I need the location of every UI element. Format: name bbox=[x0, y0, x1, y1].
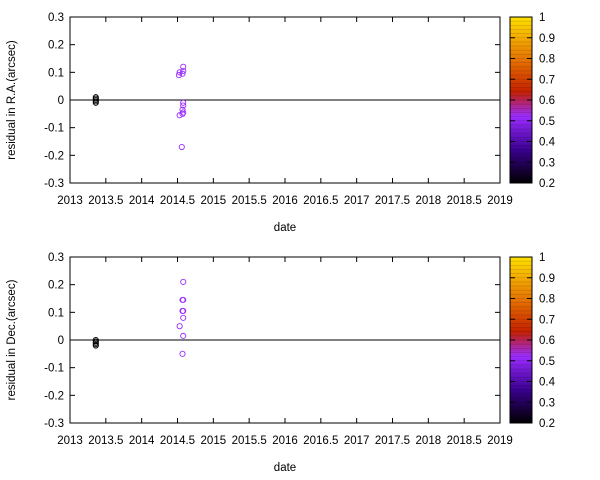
data-point bbox=[180, 332, 187, 339]
y-tick-label: 0.1 bbox=[48, 67, 64, 79]
y-tick-label: 0.1 bbox=[48, 307, 64, 319]
data-point bbox=[180, 307, 187, 315]
x-tick-label: 2014.5 bbox=[160, 435, 195, 447]
colorbar-tick-label: 0.6 bbox=[539, 95, 555, 107]
data-point bbox=[176, 323, 183, 330]
data-point bbox=[180, 67, 187, 74]
colorbar-tick-label: 0.2 bbox=[539, 418, 555, 430]
x-tick-label: 2018 bbox=[416, 195, 442, 207]
colorbar-tick-label: 0.3 bbox=[539, 397, 555, 409]
x-tick-label: 2017.5 bbox=[375, 195, 410, 207]
colorbar-tick-label: 0.9 bbox=[539, 273, 555, 285]
x-tick-label: 2015.5 bbox=[232, 435, 267, 447]
colorbar-tick-label: 0.8 bbox=[539, 294, 555, 306]
data-point bbox=[176, 69, 183, 76]
x-tick-label: 2018.5 bbox=[447, 435, 482, 447]
data-point bbox=[180, 102, 187, 109]
x-tick-label: 2019 bbox=[487, 195, 513, 207]
y-tick-label: -0.3 bbox=[44, 178, 64, 190]
x-tick-label: 2016 bbox=[272, 195, 298, 207]
y-tick-label: 0.3 bbox=[48, 252, 64, 264]
x-tick-label: 2015 bbox=[201, 435, 227, 447]
y-tick-label: 0 bbox=[58, 95, 64, 107]
data-point bbox=[180, 99, 187, 106]
y-tick-label: -0.3 bbox=[44, 418, 64, 430]
colorbar-tick-label: 0.5 bbox=[539, 356, 555, 368]
x-axis-label: date bbox=[274, 462, 296, 474]
colorbar-tick-label: 0.8 bbox=[539, 54, 555, 66]
x-tick-label: 2013.5 bbox=[88, 435, 123, 447]
x-tick-label: 2017 bbox=[344, 195, 370, 207]
x-tick-label: 2013 bbox=[57, 195, 83, 207]
x-tick-label: 2017 bbox=[344, 435, 370, 447]
data-point bbox=[180, 314, 187, 321]
colorbar-tick-label: 0.9 bbox=[539, 33, 555, 45]
colorbar-tick-label: 1 bbox=[539, 252, 545, 264]
data-point bbox=[92, 336, 99, 344]
x-tick-label: 2014 bbox=[129, 195, 155, 207]
y-tick-label: 0.3 bbox=[48, 12, 64, 24]
x-tick-label: 2015 bbox=[201, 195, 227, 207]
data-point bbox=[179, 106, 186, 113]
y-tick-label: 0.2 bbox=[48, 40, 64, 52]
x-tick-label: 2018 bbox=[416, 435, 442, 447]
data-point bbox=[176, 112, 183, 119]
x-tick-label: 2018.5 bbox=[447, 195, 482, 207]
x-axis-label: date bbox=[274, 222, 296, 234]
x-tick-label: 2015.5 bbox=[232, 195, 267, 207]
y-axis-label: residual in R.A.(arcsec) bbox=[6, 40, 18, 160]
y-tick-label: -0.2 bbox=[44, 150, 64, 162]
data-point bbox=[178, 143, 185, 151]
colorbar-tick-label: 0.5 bbox=[539, 116, 555, 128]
x-tick-label: 2016.5 bbox=[303, 195, 338, 207]
x-tick-label: 2013.5 bbox=[88, 195, 123, 207]
chart-panel-1: 2013 2013.5 2014 2014.5 2015 2015.5 2016 2016.5… bbox=[6, 12, 556, 234]
y-tick-label: -0.2 bbox=[44, 390, 64, 402]
x-tick-label: 2014.5 bbox=[160, 195, 195, 207]
x-tick-label: 2016 bbox=[272, 435, 298, 447]
y-tick-label: 0.2 bbox=[48, 280, 64, 292]
data-point bbox=[92, 99, 99, 106]
data-point bbox=[180, 63, 187, 70]
y-tick-label: -0.1 bbox=[44, 123, 64, 135]
colorbar-tick-label: 0.3 bbox=[539, 157, 555, 169]
data-point bbox=[180, 296, 187, 303]
data-point bbox=[180, 278, 187, 285]
colorbar-tick-label: 0.6 bbox=[539, 335, 555, 347]
colorbar-tick-label: 0.4 bbox=[539, 137, 556, 149]
y-tick-label: -0.1 bbox=[44, 363, 64, 375]
x-tick-label: 2019 bbox=[487, 435, 513, 447]
x-tick-label: 2017.5 bbox=[375, 435, 410, 447]
y-tick-label: 0 bbox=[58, 335, 64, 347]
chart-panel-2: 2013 2013.5 2014 2014.5 2015 2015.5 2016 2016.5… bbox=[6, 252, 556, 474]
colorbar-tick-label: 0.7 bbox=[539, 314, 555, 326]
colorbar-tick-label: 1 bbox=[539, 12, 545, 24]
x-tick-label: 2014 bbox=[129, 435, 155, 447]
colorbar-tick-label: 0.7 bbox=[539, 74, 555, 86]
data-point bbox=[179, 350, 186, 357]
y-axis-label: residual in Dec.(arcsec) bbox=[6, 279, 18, 400]
x-tick-label: 2016.5 bbox=[303, 435, 338, 447]
colorbar-tick-label: 0.4 bbox=[539, 377, 556, 389]
data-point bbox=[175, 72, 182, 79]
colorbar-tick-label: 0.2 bbox=[539, 178, 555, 190]
data-point bbox=[179, 70, 186, 77]
x-tick-label: 2013 bbox=[57, 435, 83, 447]
